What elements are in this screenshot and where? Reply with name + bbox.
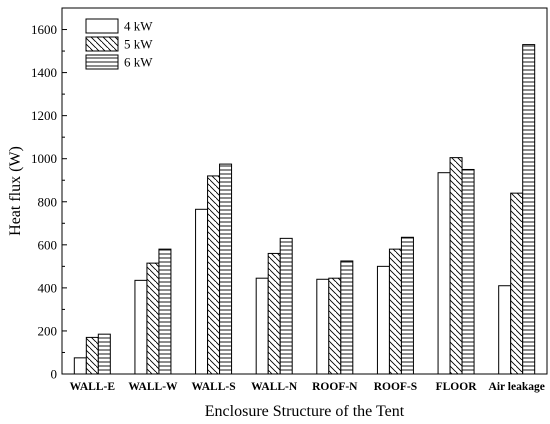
x-category-label: ROOF-S [374,381,417,393]
bar-series-group [73,44,536,375]
bar [328,277,342,375]
x-category-label: WALL-N [251,381,298,393]
y-tick-label: 0 [51,367,58,382]
legend-swatch [85,36,119,52]
x-category-label: FLOOR [436,381,478,393]
bar [195,208,209,375]
x-category-label: ROOF-N [312,381,358,393]
bar [85,336,99,375]
x-axis-title: Enclosure Structure of the Tent [205,403,405,420]
x-category-label: Air leakage [489,381,545,393]
y-tick-label: 1400 [31,65,57,80]
x-axis: WALL-E WALL-W WALL-S WALL-N ROOF-N ROOF-S FLOO… [70,370,545,393]
legend-label: 5 kW [124,37,153,52]
bar [376,265,390,375]
bar [219,163,233,375]
y-axis: 0 200 400 600 800 1000 1200 1400 1600 [31,22,67,382]
bar [73,357,87,375]
bar [279,237,293,375]
bar [498,285,512,375]
x-category-label: WALL-W [128,381,178,393]
legend: 4 kW 5 kW 6 kW [85,18,153,70]
x-category-label: WALL-E [70,381,116,393]
x-category-label: WALL-S [192,381,236,393]
legend-swatch [85,18,119,34]
y-tick-label: 1000 [31,151,57,166]
y-tick-label: 800 [38,194,58,209]
plot-frame [61,7,548,375]
bar [97,333,111,375]
bar [437,172,451,375]
y-tick-label: 200 [38,323,58,338]
bar [158,248,172,375]
bar [207,175,221,375]
y-tick-label: 1600 [31,22,57,37]
bar [255,277,269,375]
bar [146,262,160,375]
legend-label: 6 kW [124,55,153,70]
bar [316,278,330,375]
bar [400,236,414,375]
bar [522,44,536,375]
legend-swatch [85,54,119,70]
y-axis-title: Heat flux (W) [7,146,24,236]
bar [388,248,402,375]
bar [461,168,475,375]
bar [340,260,354,375]
y-tick-label: 1200 [31,108,57,123]
legend-label: 4 kW [124,19,153,34]
y-tick-label: 400 [38,280,58,295]
y-tick-label: 600 [38,237,58,252]
bar [267,252,281,375]
bar [510,192,524,375]
bar [134,279,148,375]
bar [449,157,463,375]
